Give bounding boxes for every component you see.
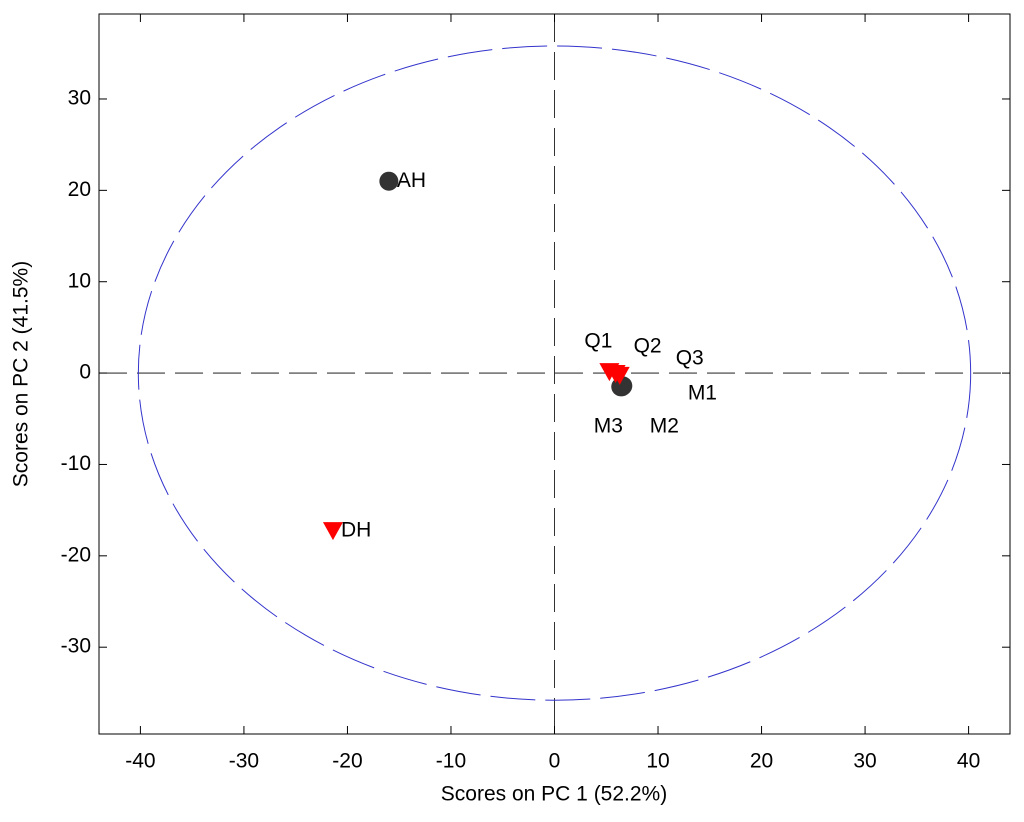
y-tick-label: -20 — [61, 543, 91, 566]
point — [322, 522, 343, 541]
x-tick-label: -30 — [229, 750, 259, 773]
y-tick-label: 0 — [79, 361, 91, 384]
y-tick-label: -30 — [61, 635, 91, 658]
x-tick-label: 30 — [853, 750, 876, 773]
point-label: Q3 — [676, 346, 704, 369]
x-tick-label: 40 — [957, 750, 980, 773]
point-label: AH — [397, 169, 426, 192]
x-tick-label: 0 — [549, 750, 561, 773]
point — [609, 366, 630, 385]
y-axis-label: Scores on PC 2 (41.5%) — [10, 261, 33, 487]
x-tick-label: -40 — [125, 750, 155, 773]
x-tick-label: 20 — [750, 750, 773, 773]
point-label: Q2 — [634, 335, 662, 358]
y-tick-label: 30 — [68, 87, 91, 110]
y-tick-label: -10 — [61, 452, 91, 475]
point-label: DH — [341, 519, 371, 542]
confidence-ellipse — [137, 45, 972, 701]
x-tick-label: 10 — [646, 750, 669, 773]
point-label: M1 — [688, 381, 717, 404]
point-label: M3 — [594, 414, 623, 437]
y-tick-label: 20 — [68, 178, 91, 201]
x-tick-label: -10 — [436, 750, 466, 773]
point-label: Q1 — [584, 330, 612, 353]
point — [379, 171, 399, 191]
point-label: M2 — [650, 414, 679, 437]
x-tick-label: -20 — [332, 750, 362, 773]
x-axis-label: Scores on PC 1 (52.2%) — [441, 783, 667, 806]
y-tick-label: 10 — [68, 269, 91, 292]
